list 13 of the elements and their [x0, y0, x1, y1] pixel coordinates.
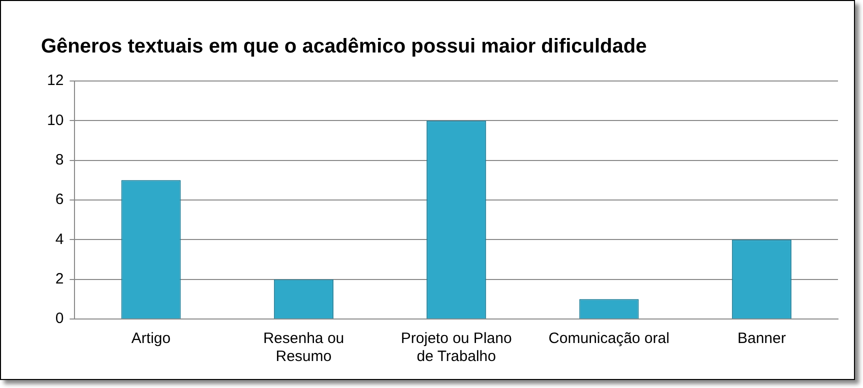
x-tick-label: Projeto ou Plano de Trabalho [400, 330, 512, 366]
chart-title: Gêneros textuais em que o acadêmico possui maior dificuldade [41, 36, 647, 58]
y-tick-label: 12 [46, 72, 64, 90]
x-tick-label: Artigo [131, 330, 171, 348]
x-tick-label: Resenha ou Resumo [263, 330, 344, 366]
y-tick-label: 2 [55, 270, 64, 288]
y-tick-label: 4 [55, 230, 64, 248]
y-tick-label: 6 [55, 191, 64, 208]
x-tick-label: Banner [737, 330, 786, 348]
y-tick-label: 0 [55, 310, 64, 328]
y-tick-label: 10 [46, 112, 64, 129]
x-tick-label: Comunicação oral [548, 330, 670, 348]
y-tick-label: 8 [55, 151, 64, 168]
